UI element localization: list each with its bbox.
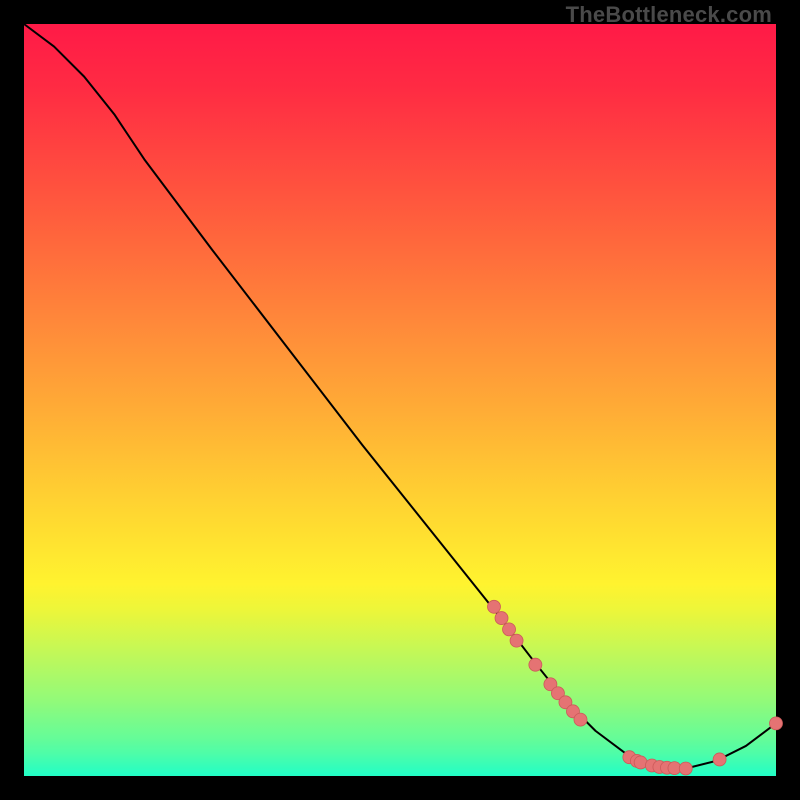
data-marker [634, 756, 647, 769]
data-marker [713, 753, 726, 766]
chart-container: TheBottleneck.com [0, 0, 800, 800]
plot-background [24, 24, 776, 776]
watermark-label: TheBottleneck.com [566, 2, 772, 28]
data-marker [510, 634, 523, 647]
data-marker [574, 713, 587, 726]
data-marker [495, 612, 508, 625]
bottleneck-chart [0, 0, 800, 800]
data-marker [679, 762, 692, 775]
data-marker [488, 600, 501, 613]
data-marker [503, 623, 516, 636]
data-marker [529, 658, 542, 671]
data-marker [770, 717, 783, 730]
